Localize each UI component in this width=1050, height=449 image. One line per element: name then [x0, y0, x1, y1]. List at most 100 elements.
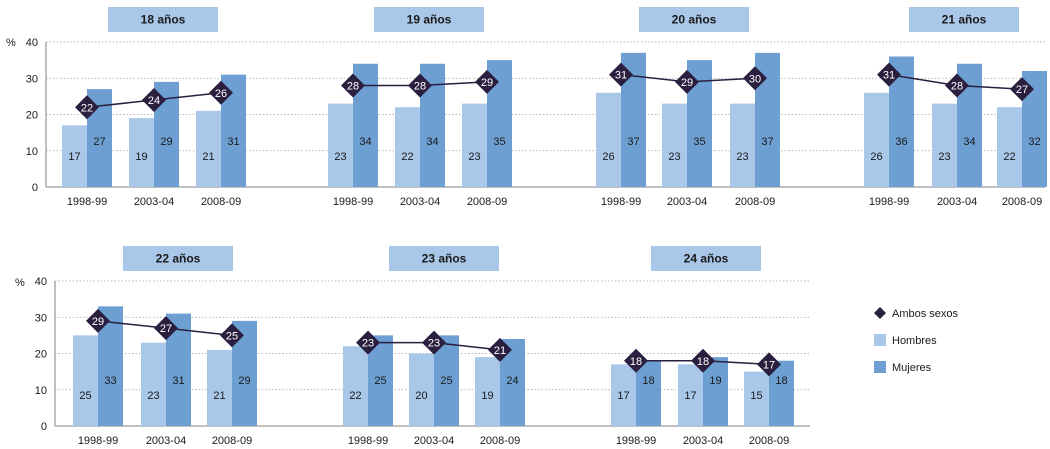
bar-label-mujeres: 36	[895, 136, 907, 148]
bar-hombres	[997, 107, 1022, 187]
bar-label-hombres: 17	[68, 151, 80, 163]
bar-label-mujeres: 18	[775, 375, 787, 387]
ambos-label: 30	[749, 73, 761, 85]
bar-hombres	[932, 103, 957, 187]
x-tick-label: 1998-99	[78, 435, 118, 447]
x-tick-label: 2008-09	[467, 196, 507, 208]
bar-label-mujeres: 35	[693, 136, 705, 148]
bar-hombres	[196, 110, 221, 187]
bar-mujeres	[703, 357, 728, 426]
x-tick-label: 2003-04	[414, 435, 454, 447]
ambos-label: 31	[615, 70, 627, 82]
ambos-marker	[154, 316, 178, 341]
panel-title: 24 años	[684, 252, 729, 266]
bar-label-hombres: 20	[415, 390, 427, 402]
panel-title-box	[108, 7, 218, 32]
y-tick-label: 10	[26, 146, 38, 158]
bar-label-hombres: 26	[602, 151, 614, 163]
ambos-marker	[675, 69, 699, 94]
x-tick-label: 1998-99	[348, 435, 388, 447]
ambos-label: 17	[763, 359, 775, 371]
bar-label-mujeres: 31	[227, 136, 239, 148]
ambos-label: 18	[697, 356, 709, 368]
x-tick-label: 2003-04	[146, 435, 186, 447]
bar-hombres	[409, 353, 434, 426]
x-tick-label: 2003-04	[937, 196, 977, 208]
ambos-label: 21	[494, 345, 506, 357]
panel-title: 22 años	[156, 252, 201, 266]
x-tick-label: 2008-09	[1002, 196, 1042, 208]
bar-label-hombres: 23	[468, 151, 480, 163]
bar-label-mujeres: 34	[359, 136, 371, 148]
panel-title: 23 años	[422, 252, 467, 266]
panel-title-box	[651, 246, 761, 271]
y-tick-label: 0	[41, 421, 47, 433]
bar-label-mujeres: 31	[172, 375, 184, 387]
ambos-marker	[691, 348, 715, 373]
bar-label-hombres: 22	[401, 151, 413, 163]
bar-hombres	[207, 349, 232, 426]
ambos-marker	[408, 73, 432, 98]
bar-mujeres	[368, 335, 393, 426]
bar-label-mujeres: 18	[642, 375, 654, 387]
ambos-marker	[743, 66, 767, 91]
bar-hombres	[596, 92, 621, 187]
legend-marker-mujeres	[874, 361, 886, 373]
ambos-marker	[609, 62, 633, 87]
bar-label-mujeres: 34	[426, 136, 438, 148]
legend-marker-ambos	[874, 307, 886, 319]
bar-label-hombres: 23	[938, 151, 950, 163]
bar-label-hombres: 17	[684, 390, 696, 402]
panel-title-box	[123, 246, 233, 271]
legend: Ambos sexos Hombres Mujeres	[874, 307, 959, 374]
panel-title-box	[909, 7, 1019, 32]
bar-label-hombres: 19	[135, 151, 147, 163]
bar-label-hombres: 21	[213, 390, 225, 402]
ambos-label: 29	[681, 77, 693, 89]
x-tick-label: 1998-99	[869, 196, 909, 208]
bar-label-hombres: 22	[1003, 151, 1015, 163]
ambos-label: 22	[81, 102, 93, 114]
bar-label-hombres: 25	[79, 390, 91, 402]
bar-label-mujeres: 27	[93, 136, 105, 148]
legend-label-hombres: Hombres	[892, 335, 937, 347]
x-tick-label: 2008-09	[735, 196, 775, 208]
panel-titles-layer: 18 años 19 años 20 años 21 años 22 años 23 añ…	[108, 7, 1019, 271]
x-tick-label: 1998-99	[67, 196, 107, 208]
panel-title: 18 años	[141, 13, 186, 27]
legend-label-mujeres: Mujeres	[892, 362, 932, 374]
bar-hombres	[475, 357, 500, 426]
ambos-marker	[1010, 77, 1034, 102]
bar-label-hombres: 17	[617, 390, 629, 402]
y-unit-label: %	[6, 37, 16, 49]
panel-title-box	[389, 246, 499, 271]
ambos-label: 28	[414, 81, 426, 93]
bar-label-hombres: 26	[870, 151, 882, 163]
bar-label-hombres: 23	[147, 390, 159, 402]
ambos-marker	[142, 88, 166, 112]
ambos-marker	[624, 348, 648, 373]
bar-label-hombres: 21	[202, 151, 214, 163]
ambos-marker	[86, 308, 110, 333]
bar-hombres	[73, 335, 98, 426]
panel-title: 19 años	[407, 13, 452, 27]
ambos-marker	[475, 69, 499, 94]
bar-hombres	[141, 342, 166, 426]
x-tick-label: 2003-04	[400, 196, 440, 208]
y-tick-label: 20	[35, 349, 47, 361]
bar-label-mujeres: 24	[506, 375, 518, 387]
bar-hombres	[343, 346, 368, 426]
ambos-label: 29	[481, 77, 493, 89]
bar-label-hombres: 19	[481, 390, 493, 402]
ambos-label: 18	[630, 356, 642, 368]
bar-mujeres	[434, 335, 459, 426]
ambos-marker	[220, 323, 244, 348]
ambos-label: 31	[883, 70, 895, 82]
x-tick-label: 2008-09	[480, 435, 520, 447]
panel-title-box	[639, 7, 749, 32]
bar-hombres	[662, 103, 687, 187]
bar-label-mujeres: 37	[761, 136, 773, 148]
bar-label-hombres: 15	[750, 390, 762, 402]
ambos-marker	[488, 337, 512, 362]
bar-label-mujeres: 25	[440, 375, 452, 387]
